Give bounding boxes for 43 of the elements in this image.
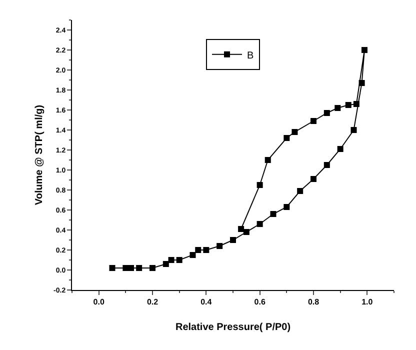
point — [297, 188, 304, 194]
legend-label: B — [247, 50, 254, 62]
x-tick-label: 0.2 — [146, 298, 159, 307]
point — [324, 162, 330, 168]
x-tick-label: 0.4 — [200, 298, 212, 307]
point — [361, 47, 368, 53]
point — [136, 265, 142, 271]
point — [350, 127, 357, 133]
point — [358, 80, 365, 86]
point — [216, 243, 223, 249]
point — [310, 176, 316, 182]
x-axis-title: Relative Pressure( P/P0) — [175, 322, 291, 333]
point — [128, 265, 134, 271]
point — [176, 257, 182, 263]
point — [256, 221, 263, 227]
point — [264, 157, 271, 163]
point — [230, 237, 236, 243]
point — [238, 226, 244, 232]
point — [334, 105, 341, 111]
point — [243, 229, 250, 235]
point — [150, 265, 156, 271]
point — [162, 261, 169, 267]
x-tick-label: 1.0 — [362, 298, 374, 307]
x-tick-label: 0.6 — [254, 298, 266, 307]
point — [337, 146, 344, 152]
x-tick-label: 0.8 — [308, 298, 320, 307]
point — [284, 135, 290, 141]
point — [109, 265, 116, 271]
point — [284, 204, 290, 210]
point — [310, 118, 316, 124]
point — [203, 247, 210, 253]
point — [270, 211, 276, 217]
point — [324, 110, 330, 116]
point — [256, 182, 263, 188]
point — [190, 252, 196, 258]
x-tick-label: 0.0 — [93, 298, 105, 307]
y-axis-title: Volume @ STP( ml/g) — [34, 104, 45, 206]
point — [353, 101, 360, 107]
point — [292, 129, 298, 135]
point — [195, 247, 202, 253]
point — [345, 102, 352, 108]
point — [168, 257, 174, 263]
point — [122, 265, 129, 271]
